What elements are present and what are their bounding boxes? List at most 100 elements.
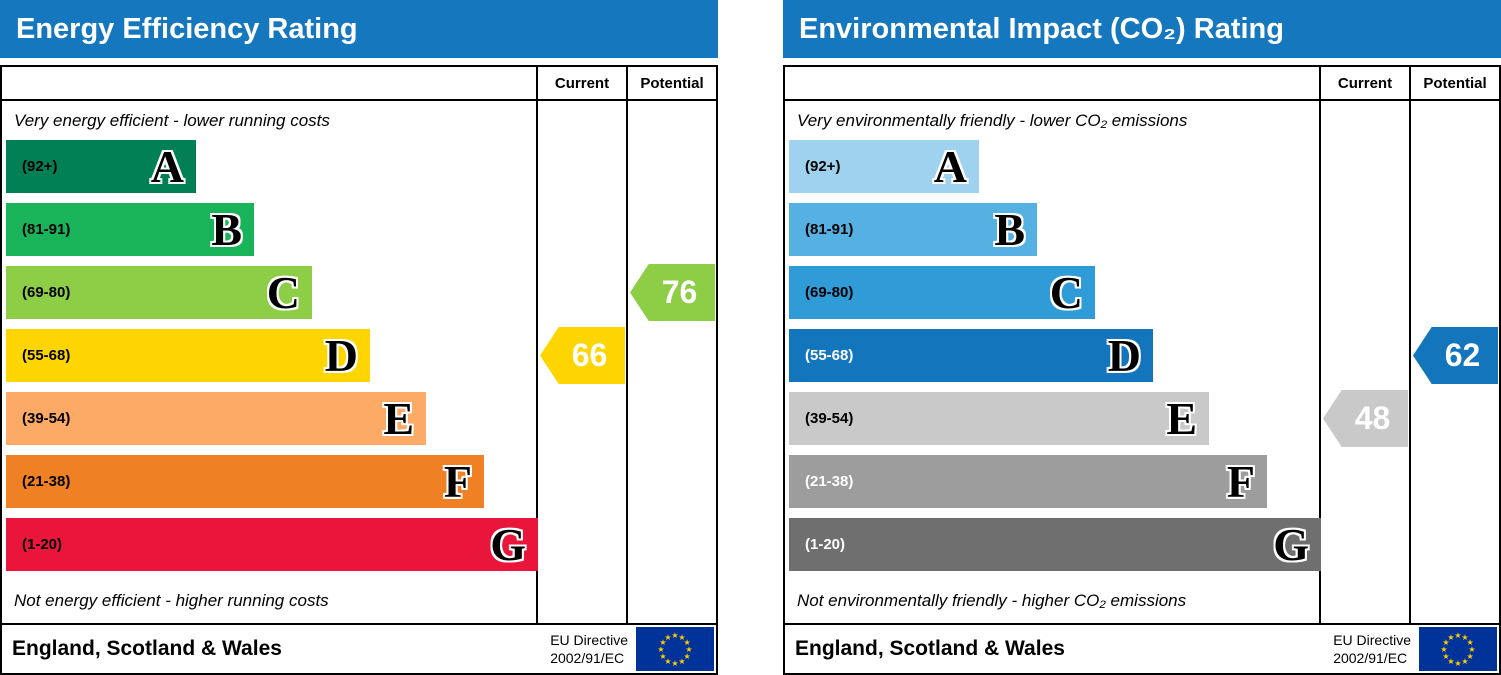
band-f: (21-38) F	[789, 455, 1267, 508]
band-a: (92+) A	[789, 140, 979, 193]
band-d-letter: D	[324, 329, 358, 381]
bottom-note: Not environmentally friendly - higher CO…	[797, 591, 1187, 610]
svg-text:★: ★	[678, 633, 685, 642]
potential-rating-tag: 76	[630, 264, 715, 321]
top-note: Very energy efficient - lower running co…	[14, 111, 330, 130]
current-rating-tag: 48	[1323, 390, 1408, 447]
column-divider	[1319, 67, 1321, 623]
svg-text:★: ★	[1442, 638, 1449, 647]
bottom-note: Not energy efficient - higher running co…	[14, 591, 329, 610]
svg-text:★: ★	[678, 657, 685, 666]
band-e: (39-54) E	[789, 392, 1209, 445]
column-header-row	[2, 67, 716, 101]
band-e-letter: E	[1166, 392, 1197, 444]
co2-chart-box: Current Potential Very environmentally f…	[783, 65, 1501, 675]
current-rating-tag: 66	[540, 327, 625, 384]
svg-text:★: ★	[659, 638, 666, 647]
band-a-range: (92+)	[805, 158, 841, 175]
band-f-letter: F	[443, 455, 472, 507]
potential-rating-tag: 62	[1413, 327, 1498, 384]
current-rating-value: 66	[571, 337, 608, 373]
band-c-range: (69-80)	[22, 284, 71, 301]
svg-text:★: ★	[664, 657, 671, 666]
band-c-range: (69-80)	[805, 284, 854, 301]
energy-efficiency-panel: Energy Efficiency Rating Current Potenti…	[0, 0, 718, 675]
svg-text:★: ★	[671, 659, 678, 668]
band-c-letter: C	[266, 266, 300, 318]
region-label: England, Scotland & Wales	[795, 637, 1065, 660]
energy-chart-box: Current Potential Very energy efficient …	[0, 65, 718, 675]
energy-panel-footer: England, Scotland & Wales EU Directive 2…	[2, 625, 716, 673]
band-f-range: (21-38)	[22, 473, 71, 490]
svg-text:★: ★	[1447, 657, 1454, 666]
band-b-letter: B	[211, 203, 242, 255]
column-divider	[626, 67, 628, 623]
band-a-letter: A	[933, 140, 967, 192]
potential-column-label: Potential	[640, 75, 704, 92]
column-divider	[1409, 67, 1411, 623]
svg-text:★: ★	[684, 638, 691, 647]
band-f: (21-38) F	[6, 455, 484, 508]
potential-rating-value: 76	[661, 274, 698, 310]
band-c-letter: C	[1049, 266, 1083, 318]
band-b-letter: B	[994, 203, 1025, 255]
co2-panel-title: Environmental Impact (CO₂) Rating	[783, 0, 1501, 58]
band-g: (1-20) G	[789, 518, 1321, 571]
band-d-letter: D	[1107, 329, 1141, 381]
co2-panel-footer: England, Scotland & Wales EU Directive 2…	[785, 625, 1499, 673]
potential-rating-value: 62	[1444, 337, 1481, 373]
eu-flag-icon: ★ ★★ ★★★ ★★★ ★★★	[1419, 627, 1497, 671]
svg-text:★: ★	[659, 652, 666, 661]
svg-text:★: ★	[685, 645, 692, 654]
band-g: (1-20) G	[6, 518, 538, 571]
current-column-label: Current	[1337, 75, 1393, 92]
current-column-label: Current	[554, 75, 610, 92]
svg-text:★: ★	[1467, 638, 1474, 647]
column-header-row	[785, 67, 1499, 101]
eu-directive-line1: EU Directive	[550, 631, 628, 648]
svg-text:★: ★	[1440, 645, 1447, 654]
band-b-range: (81-91)	[805, 221, 854, 238]
co2-rating-area: Current Potential Very environmentally f…	[785, 67, 1499, 625]
band-b: (81-91) B	[789, 203, 1037, 256]
svg-text:★: ★	[1467, 652, 1474, 661]
band-a-letter: A	[150, 140, 184, 192]
band-d-range: (55-68)	[22, 347, 71, 364]
current-rating-value: 48	[1354, 400, 1391, 436]
eu-flag-icon: ★ ★★ ★★★ ★★★ ★★★	[636, 627, 714, 671]
band-c: (69-80) C	[6, 266, 312, 319]
eu-directive-line2: 2002/91/EC	[1333, 650, 1408, 666]
band-e: (39-54) E	[6, 392, 426, 445]
band-e-range: (39-54)	[805, 410, 854, 427]
band-a: (92+) A	[6, 140, 196, 193]
eu-directive-line1: EU Directive	[1333, 631, 1411, 648]
eu-directive-label: EU Directive 2002/91/EC	[550, 631, 628, 667]
svg-text:★: ★	[1461, 633, 1468, 642]
region-label: England, Scotland & Wales	[12, 637, 282, 660]
band-e-letter: E	[383, 392, 414, 444]
band-g-range: (1-20)	[22, 536, 63, 553]
band-g-letter: G	[490, 518, 526, 570]
eu-directive-label: EU Directive 2002/91/EC	[1333, 631, 1411, 667]
environmental-impact-panel: Environmental Impact (CO₂) Rating Curren…	[783, 0, 1501, 675]
band-a-range: (92+)	[22, 158, 58, 175]
svg-text:★: ★	[671, 631, 678, 640]
column-divider	[536, 67, 538, 623]
band-b-range: (81-91)	[22, 221, 71, 238]
svg-text:★: ★	[664, 633, 671, 642]
svg-text:★: ★	[1461, 657, 1468, 666]
svg-text:★: ★	[684, 652, 691, 661]
svg-text:★: ★	[1468, 645, 1475, 654]
eu-directive-line2: 2002/91/EC	[550, 650, 625, 666]
svg-text:★: ★	[1454, 659, 1461, 668]
band-f-range: (21-38)	[805, 473, 854, 490]
svg-text:★: ★	[1454, 631, 1461, 640]
svg-text:★: ★	[657, 645, 664, 654]
energy-rating-area: Current Potential Very energy efficient …	[2, 67, 716, 625]
band-g-letter: G	[1273, 518, 1309, 570]
band-d-range: (55-68)	[805, 347, 854, 364]
potential-column-label: Potential	[1423, 75, 1487, 92]
band-e-range: (39-54)	[22, 410, 71, 427]
band-d: (55-68) D	[789, 329, 1153, 382]
